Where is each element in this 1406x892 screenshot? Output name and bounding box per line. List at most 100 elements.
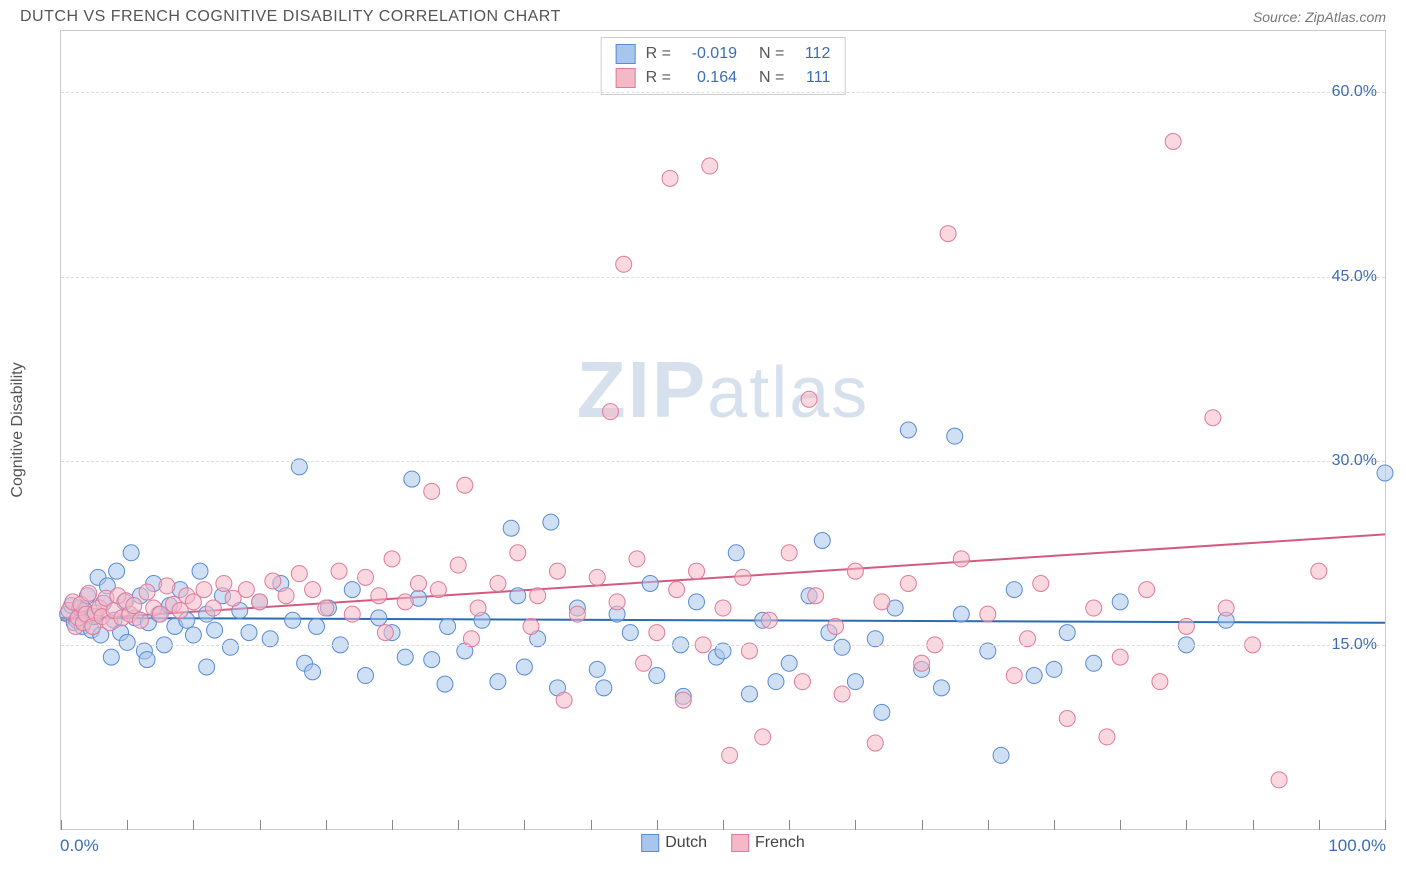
data-point	[814, 532, 830, 548]
gridline	[61, 461, 1385, 462]
data-point	[953, 606, 969, 622]
data-point	[371, 588, 387, 604]
data-point	[205, 600, 221, 616]
x-tick	[127, 820, 128, 830]
data-point	[503, 520, 519, 536]
data-point	[993, 747, 1009, 763]
data-point	[510, 588, 526, 604]
data-point	[1006, 668, 1022, 684]
x-tick	[1319, 820, 1320, 830]
data-point	[139, 584, 155, 600]
data-point	[81, 585, 97, 601]
data-point	[735, 569, 751, 585]
data-point	[222, 639, 238, 655]
data-point	[689, 594, 705, 610]
x-tick	[260, 820, 261, 830]
data-point	[196, 582, 212, 598]
data-point	[722, 747, 738, 763]
data-point	[103, 649, 119, 665]
data-point	[867, 735, 883, 751]
data-point	[305, 582, 321, 598]
legend-swatch	[731, 834, 749, 852]
data-point	[1112, 594, 1128, 610]
data-point	[1377, 465, 1393, 481]
data-point	[669, 582, 685, 598]
data-point	[847, 674, 863, 690]
stats-row: R = -0.019 N = 112	[616, 42, 831, 66]
y-tick-label: 45.0%	[1332, 268, 1377, 286]
data-point	[185, 627, 201, 643]
x-tick	[1385, 820, 1386, 830]
data-point	[241, 625, 257, 641]
data-point	[781, 655, 797, 671]
data-point	[159, 578, 175, 594]
data-point	[755, 729, 771, 745]
data-point	[1099, 729, 1115, 745]
data-point	[702, 158, 718, 174]
x-tick	[326, 820, 327, 830]
stat-r-value: -0.019	[681, 45, 737, 63]
data-point	[629, 551, 645, 567]
x-tick	[922, 820, 923, 830]
x-tick	[458, 820, 459, 830]
x-axis-area: 0.0% Dutch French 100.0%	[60, 830, 1386, 870]
data-point	[126, 598, 142, 614]
y-tick-label: 30.0%	[1332, 452, 1377, 470]
data-point	[642, 575, 658, 591]
data-point	[794, 674, 810, 690]
data-point	[874, 704, 890, 720]
header: DUTCH VS FRENCH COGNITIVE DISABILITY COR…	[0, 0, 1406, 30]
legend-item: French	[731, 834, 805, 852]
data-point	[662, 170, 678, 186]
data-point	[900, 422, 916, 438]
data-point	[192, 563, 208, 579]
data-point	[344, 582, 360, 598]
x-tick	[789, 820, 790, 830]
y-tick-label: 15.0%	[1332, 636, 1377, 654]
data-point	[207, 622, 223, 638]
data-point	[285, 612, 301, 628]
data-point	[278, 588, 294, 604]
x-tick	[1253, 820, 1254, 830]
data-point	[1178, 618, 1194, 634]
legend-swatch	[616, 68, 636, 88]
data-point	[437, 676, 453, 692]
chart-title: DUTCH VS FRENCH COGNITIVE DISABILITY COR…	[20, 8, 561, 26]
stat-r-label: R =	[646, 69, 671, 87]
data-point	[900, 575, 916, 591]
data-point	[331, 563, 347, 579]
data-point	[123, 545, 139, 561]
data-point	[834, 639, 850, 655]
data-point	[1086, 600, 1102, 616]
x-tick	[524, 820, 525, 830]
data-point	[523, 618, 539, 634]
x-tick	[988, 820, 989, 830]
data-point	[616, 256, 632, 272]
data-point	[510, 545, 526, 561]
x-min-label: 0.0%	[60, 836, 99, 856]
data-point	[384, 551, 400, 567]
stat-n-label: N =	[759, 45, 784, 63]
bottom-legend: Dutch French	[641, 834, 805, 852]
data-point	[1271, 772, 1287, 788]
data-point	[543, 514, 559, 530]
data-point	[874, 594, 890, 610]
data-point	[238, 582, 254, 598]
x-tick	[591, 820, 592, 830]
stats-box: R = -0.019 N = 112 R = 0.164 N = 111	[601, 37, 846, 95]
y-axis-label: Cognitive Disability	[9, 362, 27, 497]
data-point	[1033, 575, 1049, 591]
legend-label: French	[755, 834, 805, 852]
x-tick	[1120, 820, 1121, 830]
data-point	[450, 557, 466, 573]
data-point	[689, 563, 705, 579]
data-point	[953, 551, 969, 567]
data-point	[1152, 674, 1168, 690]
data-point	[457, 477, 473, 493]
data-point	[305, 664, 321, 680]
data-point	[834, 686, 850, 702]
data-point	[119, 634, 135, 650]
data-point	[216, 575, 232, 591]
data-point	[715, 600, 731, 616]
data-point	[569, 606, 585, 622]
